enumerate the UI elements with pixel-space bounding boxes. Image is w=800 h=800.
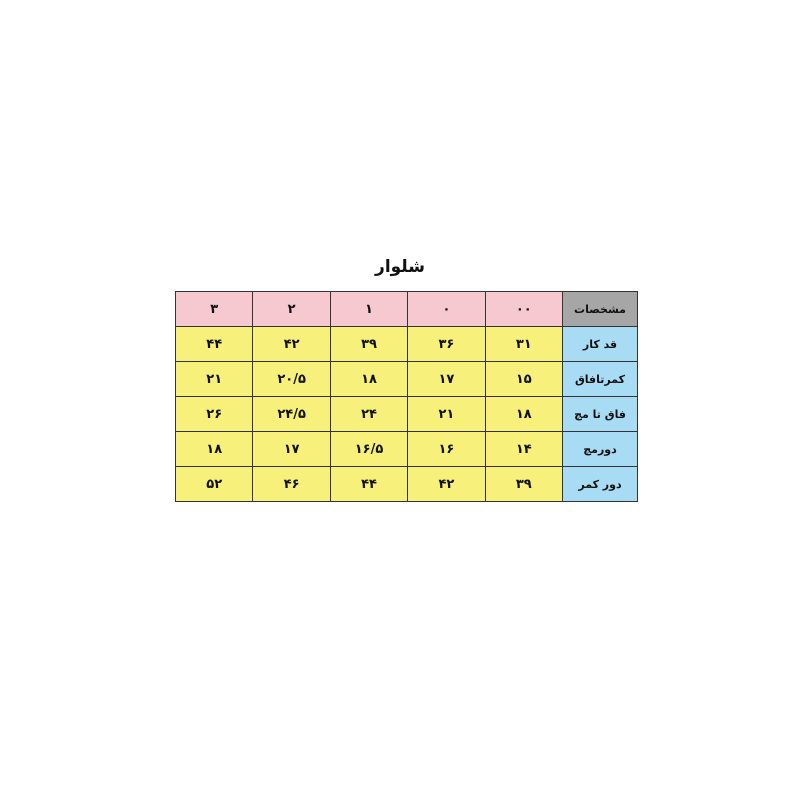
size-value: ۵۲ xyxy=(174,466,254,502)
size-value: ۴۶ xyxy=(252,466,331,502)
size-header: ۳ xyxy=(174,291,254,327)
header-row: مشخصات ۰۰ ۰ ۱ ۲ ۳ xyxy=(174,291,638,327)
data-row: قد کار ۳۱ ۳۶ ۳۹ ۴۲ ۴۴ xyxy=(174,326,638,362)
size-header: ۰۰ xyxy=(484,291,564,327)
size-header: ۱ xyxy=(329,291,409,327)
size-value: ۴۴ xyxy=(174,326,254,362)
data-row: کمرتافاق ۱۵ ۱۷ ۱۸ ۲۰/۵ ۲۱ xyxy=(174,361,638,397)
row-label: کمرتافاق xyxy=(562,361,638,397)
size-value: ۱۶ xyxy=(407,431,486,467)
size-value: ۲۴/۵ xyxy=(252,396,331,432)
size-value: ۱۸ xyxy=(484,396,564,432)
size-header: ۰ xyxy=(407,291,486,327)
size-value: ۱۷ xyxy=(407,361,486,397)
table-title: شلوار xyxy=(375,257,425,277)
size-value: ۲۰/۵ xyxy=(252,361,331,397)
size-value: ۴۲ xyxy=(252,326,331,362)
size-value: ۲۴ xyxy=(329,396,409,432)
size-value: ۱۸ xyxy=(329,361,409,397)
row-label: دور کمر xyxy=(562,466,638,502)
size-table: مشخصات ۰۰ ۰ ۱ ۲ ۳ قد کار ۳۱ ۳۶ ۳۹ ۴۲ ۴۴ کمرتافاق ۱۵ ۱۷… xyxy=(174,291,638,502)
size-value: ۱۷ xyxy=(252,431,331,467)
size-header: ۲ xyxy=(252,291,331,327)
size-value: ۱۶/۵ xyxy=(329,431,409,467)
size-value: ۴۴ xyxy=(329,466,409,502)
size-value: ۳۱ xyxy=(484,326,564,362)
size-value: ۱۴ xyxy=(484,431,564,467)
data-row: فاق تا مچ ۱۸ ۲۱ ۲۴ ۲۴/۵ ۲۶ xyxy=(174,396,638,432)
size-value: ۲۶ xyxy=(174,396,254,432)
size-value: ۱۸ xyxy=(174,431,254,467)
header-label: مشخصات xyxy=(562,291,638,327)
size-value: ۳۹ xyxy=(484,466,564,502)
data-row: دور کمر ۳۹ ۴۲ ۴۴ ۴۶ ۵۲ xyxy=(174,466,638,502)
size-value: ۲۱ xyxy=(407,396,486,432)
row-label: قد کار xyxy=(562,326,638,362)
size-value: ۲۱ xyxy=(174,361,254,397)
size-value: ۱۵ xyxy=(484,361,564,397)
size-value: ۴۲ xyxy=(407,466,486,502)
size-value: ۳۶ xyxy=(407,326,486,362)
row-label: فاق تا مچ xyxy=(562,396,638,432)
size-value: ۳۹ xyxy=(329,326,409,362)
data-row: دورمچ ۱۴ ۱۶ ۱۶/۵ ۱۷ ۱۸ xyxy=(174,431,638,467)
row-label: دورمچ xyxy=(562,431,638,467)
